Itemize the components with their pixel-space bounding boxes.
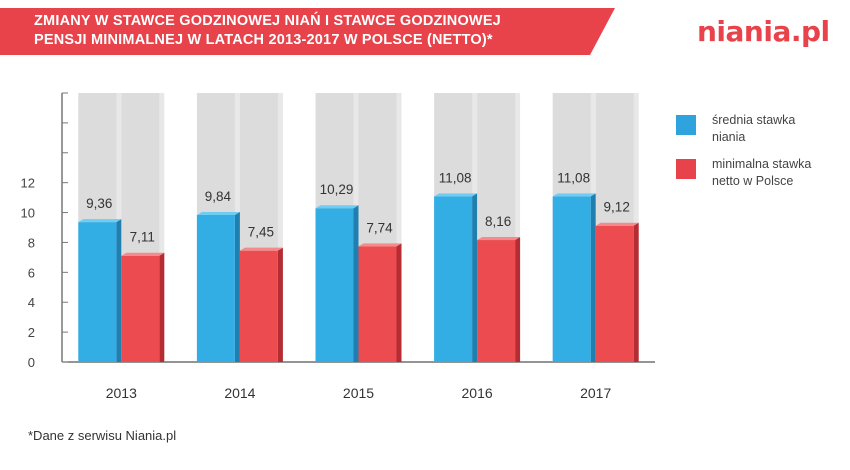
bar-top — [477, 237, 521, 241]
bar-side — [116, 219, 122, 362]
x-tick-label: 2013 — [106, 385, 137, 401]
chart-title-line-2: PENSJI MINIMALNEJ W LATACH 2013-2017 W P… — [34, 32, 493, 48]
bar-top — [552, 193, 596, 197]
bar-value-label: 9,12 — [604, 200, 630, 215]
y-tick-label: 12 — [21, 176, 35, 191]
bar-niania — [78, 222, 117, 362]
bar-niania — [552, 196, 591, 362]
y-tick-label: 0 — [28, 355, 35, 370]
y-tick-label: 6 — [28, 265, 35, 280]
y-tick-label: 10 — [21, 206, 35, 221]
legend-swatch-niania — [676, 115, 696, 135]
y-tick-label: 8 — [28, 235, 35, 250]
niania-logo: niania.pl — [697, 15, 830, 48]
bar-value-label: 7,74 — [366, 220, 393, 235]
chart-title-line-1: ZMIANY W STAWCE GODZINOWEJ NIAŃ I STAWCE… — [34, 13, 501, 29]
bar-niania — [434, 196, 473, 362]
bar-top — [196, 211, 240, 215]
bar-minimal — [477, 240, 516, 362]
bar-side — [277, 247, 283, 362]
x-tick-label: 2016 — [462, 385, 493, 401]
bar-minimal — [358, 246, 397, 362]
bar-minimal — [595, 225, 634, 362]
y-tick-label: 4 — [28, 295, 35, 310]
bar-side — [353, 205, 359, 362]
bar-top — [78, 219, 122, 223]
bar-value-label: 7,11 — [130, 230, 155, 245]
bar-side — [396, 243, 402, 362]
bar-value-label: 11,08 — [439, 170, 472, 185]
bar-side — [234, 211, 240, 362]
x-tick-label: 2014 — [224, 385, 255, 401]
legend-label-minimal: minimalna stawka netto w Polsce — [712, 157, 812, 188]
bar-top — [239, 247, 283, 251]
legend-swatch-minimal — [676, 159, 696, 179]
bar-top — [121, 252, 165, 256]
bar-side — [515, 237, 521, 362]
footnote: *Dane z serwisu Niania.pl — [28, 428, 177, 443]
bar-niania — [315, 208, 354, 362]
bar-top — [595, 222, 639, 226]
bar-top — [358, 243, 402, 247]
bar-value-label: 11,08 — [557, 170, 590, 185]
legend-label-niania: średnia stawka niania — [712, 113, 796, 144]
banner-shape — [0, 8, 615, 55]
x-tick-label: 2015 — [343, 385, 374, 401]
bar-side — [590, 193, 596, 362]
x-tick-label: 2017 — [580, 385, 611, 401]
bar-minimal — [239, 250, 278, 362]
bar-value-label: 9,36 — [86, 196, 112, 211]
bar-value-label: 10,29 — [320, 182, 354, 197]
bar-side — [472, 193, 478, 362]
bar-value-label: 7,45 — [248, 225, 274, 240]
bar-niania — [196, 214, 235, 362]
bar-side — [159, 252, 165, 362]
bar-value-label: 9,84 — [205, 189, 232, 204]
bar-value-label: 8,16 — [485, 214, 511, 229]
title-banner: ZMIANY W STAWCE GODZINOWEJ NIAŃ I STAWCE… — [0, 8, 615, 55]
y-tick-label: 2 — [28, 325, 35, 340]
bar-top — [315, 205, 359, 209]
bar-minimal — [121, 255, 160, 362]
banner-bg — [0, 8, 615, 55]
bar-top — [434, 193, 478, 197]
bar-side — [633, 222, 639, 362]
